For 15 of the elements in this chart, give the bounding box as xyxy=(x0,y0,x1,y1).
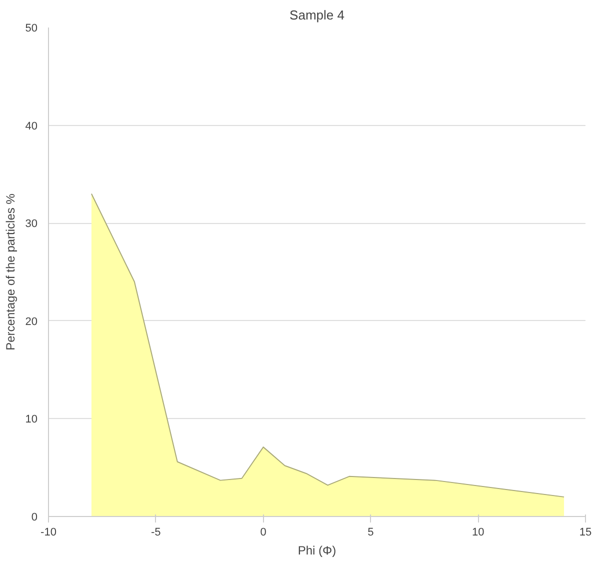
x-tick-label: -10 xyxy=(40,526,56,538)
x-axis-title: Phi (Φ) xyxy=(298,544,336,558)
y-tick-label: 20 xyxy=(25,316,38,328)
y-tick-label: 30 xyxy=(25,218,38,230)
x-tick-label: 15 xyxy=(579,526,592,538)
x-tick-label: -5 xyxy=(151,526,161,538)
x-tick-label: 5 xyxy=(368,526,374,538)
y-tick-label: 40 xyxy=(25,120,38,132)
chart-title: Sample 4 xyxy=(290,8,344,22)
y-axis-title: Percentage of the particles % xyxy=(3,193,18,350)
y-tick-label: 10 xyxy=(25,414,38,426)
x-tick-label: 10 xyxy=(472,526,484,538)
y-tick-label: 50 xyxy=(25,22,38,34)
x-tick-label: 0 xyxy=(260,526,266,538)
y-tick-label: 0 xyxy=(31,512,38,524)
